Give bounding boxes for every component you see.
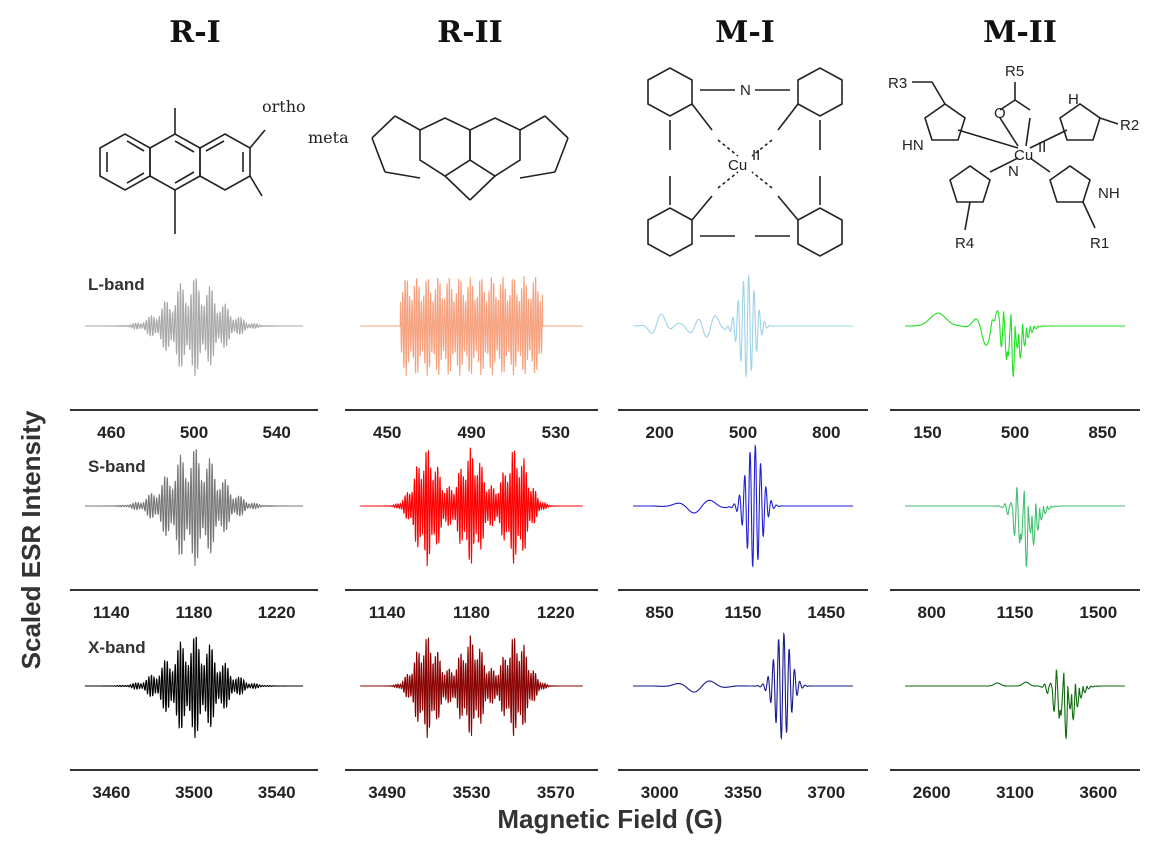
annotation-meta: meta bbox=[308, 128, 349, 147]
tick-label: 1140 bbox=[93, 603, 130, 622]
spectrum-x-band-col2 bbox=[360, 635, 583, 739]
tick-label: 1150 bbox=[725, 603, 762, 622]
tick-label: 850 bbox=[646, 603, 674, 622]
structure-m-i bbox=[647, 67, 843, 257]
tick-label: 1150 bbox=[997, 603, 1034, 622]
annotation-m-ii-o: O bbox=[994, 105, 1006, 122]
column-title-m-ii: M-II bbox=[983, 15, 1057, 50]
annotation-r5: R5 bbox=[1005, 63, 1024, 80]
tick-label: 1180 bbox=[453, 603, 490, 622]
tick-label: 3350 bbox=[724, 783, 762, 802]
spectrum-l-band-col1 bbox=[84, 278, 304, 377]
annotation-r1: R1 bbox=[1090, 235, 1109, 252]
tick-label: 1450 bbox=[807, 603, 845, 622]
tick-label: 200 bbox=[646, 423, 674, 442]
annotation-m-i-ii: II bbox=[752, 147, 760, 164]
annotation-r4: R4 bbox=[955, 235, 974, 252]
tick-label: 3600 bbox=[1079, 783, 1117, 802]
column-title-r-i: R-I bbox=[169, 15, 220, 50]
spectra-panels: 460 500 540 450 490 530 200 500 800 150 500 850 1140… bbox=[70, 274, 1140, 802]
annotation-hn: HN bbox=[902, 137, 924, 154]
tick-label: 3100 bbox=[996, 783, 1034, 802]
tick-label: 500 bbox=[1001, 423, 1029, 442]
annotation-ortho: ortho bbox=[262, 97, 306, 116]
tick-label: 3700 bbox=[807, 783, 845, 802]
tick-label: 3500 bbox=[175, 783, 213, 802]
structure-r-ii bbox=[371, 115, 569, 201]
tick-label: 460 bbox=[97, 423, 125, 442]
x-axis-title: Magnetic Field (G) bbox=[497, 804, 722, 834]
annotation-h: H bbox=[1068, 91, 1079, 108]
tick-label: 540 bbox=[263, 423, 291, 442]
spectrum-l-band-col2 bbox=[360, 276, 583, 377]
tick-label: 3530 bbox=[453, 783, 491, 802]
spectrum-x-band-col1 bbox=[84, 636, 304, 739]
spectrum-s-band-col2 bbox=[360, 447, 583, 567]
tick-label: 3000 bbox=[641, 783, 679, 802]
tick-label: 1220 bbox=[537, 603, 575, 622]
y-axis-title: Scaled ESR Intensity bbox=[16, 410, 46, 669]
tick-label: 500 bbox=[729, 423, 757, 442]
tick-label: 1140 bbox=[369, 603, 406, 622]
tick-label: 850 bbox=[1088, 423, 1116, 442]
spectrum-l-band-col3 bbox=[633, 274, 853, 378]
tick-label: 1500 bbox=[1079, 603, 1117, 622]
tick-label: 3460 bbox=[92, 783, 130, 802]
spectrum-s-band-col3 bbox=[633, 443, 853, 569]
annotation-m-ii-n: N bbox=[1008, 163, 1019, 180]
band-label-s: S-band bbox=[88, 457, 146, 476]
tick-label: 3570 bbox=[537, 783, 575, 802]
structure-m-ii bbox=[912, 81, 1119, 231]
annotation-r2: R2 bbox=[1120, 117, 1139, 134]
structure-r-i bbox=[99, 108, 266, 234]
tick-label: 530 bbox=[542, 423, 570, 442]
annotation-r3: R3 bbox=[888, 75, 907, 92]
tick-label: 1220 bbox=[258, 603, 296, 622]
spectrum-x-band-col4 bbox=[905, 669, 1125, 740]
band-label-x: X-band bbox=[88, 638, 146, 657]
annotation-nh: NH bbox=[1098, 185, 1120, 202]
tick-label: 1180 bbox=[176, 603, 213, 622]
annotation-m-ii-ii: II bbox=[1038, 139, 1046, 156]
tick-label: 800 bbox=[812, 423, 840, 442]
annotation-m-i-cu: Cu bbox=[728, 157, 747, 174]
tick-label: 3490 bbox=[368, 783, 406, 802]
column-title-r-ii: R-II bbox=[437, 15, 502, 50]
tick-label: 150 bbox=[913, 423, 941, 442]
spectrum-l-band-col4 bbox=[905, 310, 1125, 378]
tick-label: 450 bbox=[373, 423, 401, 442]
tick-label: 490 bbox=[457, 423, 485, 442]
spectrum-x-band-col3 bbox=[633, 631, 853, 741]
tick-label: 2600 bbox=[913, 783, 951, 802]
tick-label: 3540 bbox=[258, 783, 296, 802]
tick-label: 500 bbox=[180, 423, 208, 442]
spectrum-s-band-col4 bbox=[905, 487, 1125, 568]
column-title-m-i: M-I bbox=[715, 15, 775, 50]
spectrum-s-band-col1 bbox=[84, 449, 304, 567]
annotation-m-i-n: N bbox=[740, 82, 751, 99]
band-label-l: L-band bbox=[88, 275, 145, 294]
annotation-m-ii-cu: Cu bbox=[1014, 147, 1033, 164]
tick-label: 800 bbox=[918, 603, 946, 622]
